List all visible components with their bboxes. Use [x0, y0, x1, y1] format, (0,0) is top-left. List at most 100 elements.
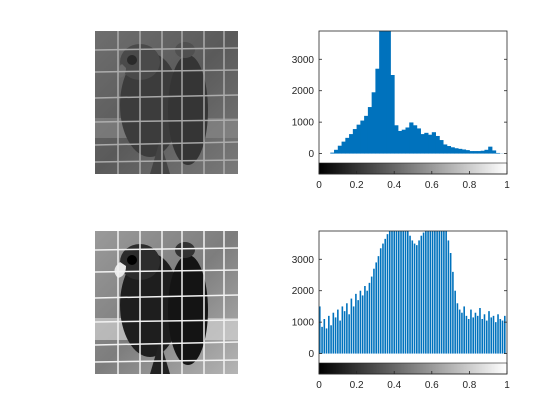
histogram-bar: [495, 152, 500, 154]
histogram-bar: [467, 319, 470, 354]
histogram-bar: [334, 317, 337, 354]
histogram-bar: [480, 150, 485, 154]
histogram-bar: [431, 231, 434, 354]
y-tick-label: 0: [308, 149, 314, 160]
histogram-bar: [332, 312, 335, 354]
histogram-bar: [434, 231, 436, 354]
histogram-equalized: 0 0.2 0.4 0.6 0.8 1 0 1000 2000 3000: [292, 230, 510, 391]
histogram-bar: [352, 129, 358, 154]
histogram-bar: [382, 31, 388, 154]
histogram-bar: [413, 125, 418, 154]
x-tick-label: 0.8: [462, 180, 476, 191]
histogram-bar: [350, 298, 353, 354]
histogram-bar: [472, 317, 475, 354]
y-tick-label: 3000: [292, 255, 315, 266]
axes-box: [318, 30, 508, 175]
histogram-bar: [346, 303, 348, 354]
histogram-bar: [366, 290, 368, 354]
x-tick-label: 0.4: [387, 180, 401, 191]
histogram-bar: [431, 132, 436, 154]
histogram-bar: [390, 75, 395, 154]
histogram-bar: [397, 231, 400, 354]
histogram-bar: [445, 231, 447, 354]
histogram-bar: [404, 231, 407, 354]
histogram-bar: [470, 309, 472, 354]
histogram-bar: [443, 144, 448, 154]
cage-bars-equalized: [94, 231, 239, 374]
histogram-bar: [377, 256, 380, 354]
histogram-bar: [334, 149, 339, 154]
y-tick-label: 3000: [292, 55, 315, 66]
histogram-bar: [349, 134, 354, 154]
x-tick-label: 0: [316, 180, 322, 191]
cage-bars: [94, 31, 239, 174]
bars: [319, 231, 506, 354]
histogram-bar: [420, 235, 423, 354]
histogram-bar: [422, 232, 425, 354]
histogram-bar: [450, 147, 455, 154]
histogram-bar: [492, 315, 495, 354]
histogram-bar: [447, 240, 450, 354]
histogram-bar: [454, 148, 459, 154]
equalized-image: [94, 231, 239, 374]
histogram-bar: [386, 31, 391, 154]
histogram-bar: [416, 245, 418, 354]
histogram-bar: [379, 248, 382, 354]
histogram-bar: [360, 120, 365, 154]
histogram-bar: [439, 140, 444, 154]
histogram-bar: [501, 320, 504, 354]
y-tick-label: 1000: [292, 318, 315, 329]
histogram-bar: [323, 319, 326, 354]
histogram-bar: [449, 253, 452, 354]
histogram-bar: [473, 151, 478, 154]
histogram-bar: [356, 124, 361, 154]
histogram-bar: [438, 231, 441, 354]
histogram-bar: [394, 125, 399, 154]
histogram-bar: [364, 115, 369, 154]
grayscale-colorbar: [318, 162, 508, 175]
histogram-bar: [368, 282, 371, 354]
x-tick-label: 0.6: [425, 180, 439, 191]
histogram-bar: [463, 306, 465, 354]
histogram-bar: [386, 234, 389, 354]
bars: [330, 31, 504, 154]
histogram-bar: [395, 231, 398, 354]
histogram-bar: [424, 132, 429, 154]
histogram-bar: [352, 306, 355, 354]
x-tick-label: 1: [504, 180, 510, 191]
histogram-bar: [435, 135, 440, 154]
x-tick-label: 0.8: [462, 380, 476, 391]
histogram-bar: [330, 325, 332, 354]
histogram-bar: [443, 231, 445, 354]
x-tick-label: 0.2: [350, 180, 364, 191]
histogram-bar: [400, 231, 402, 354]
histogram-bar: [371, 92, 376, 154]
histogram-bar: [355, 293, 357, 354]
histogram-bar: [461, 312, 463, 354]
x-tick-label: 0.4: [387, 380, 401, 391]
histogram-bar: [367, 107, 373, 154]
histogram-bar: [465, 315, 468, 354]
histogram-bar: [393, 231, 396, 354]
histogram-bar: [337, 145, 342, 154]
histogram-bar: [474, 312, 477, 354]
x-tick-label: 0.6: [425, 380, 439, 391]
histogram-bar: [325, 328, 328, 354]
histogram-bar: [409, 122, 414, 154]
histogram-bar: [458, 148, 463, 154]
histogram-bar: [384, 238, 387, 354]
axes-box: [318, 230, 508, 375]
histogram-bar: [488, 311, 490, 354]
histogram-bar: [499, 319, 502, 354]
histogram-bar: [484, 149, 489, 154]
histogram-bar: [497, 314, 499, 354]
histogram-bar: [359, 290, 362, 354]
x-tick-label: 1: [504, 380, 510, 391]
histogram-bar: [485, 320, 488, 354]
histogram-bar: [343, 311, 346, 354]
histogram-original: 0 0.2 0.4 0.6 0.8 1 0 1000 2000 3000: [292, 30, 510, 191]
histogram-bar: [373, 268, 375, 354]
histogram-bar: [461, 149, 467, 154]
histogram-bar: [425, 231, 427, 354]
